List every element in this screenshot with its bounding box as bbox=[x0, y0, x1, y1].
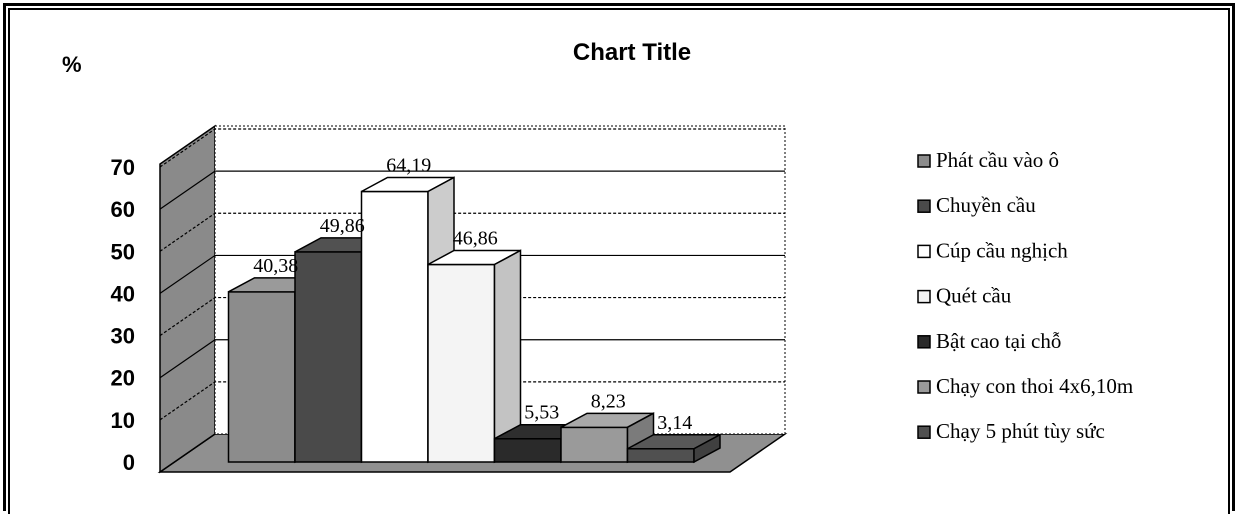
y-axis-ticks: 0 10 20 30 40 50 60 70 bbox=[111, 155, 135, 475]
legend-swatch bbox=[917, 289, 931, 304]
legend-label: Quét cầu bbox=[936, 284, 1012, 308]
legend-item: Quét cầu bbox=[917, 284, 1012, 308]
y-tick-label: 50 bbox=[111, 239, 135, 264]
data-label-4: 46,86 bbox=[453, 228, 498, 250]
y-tick-label: 70 bbox=[111, 155, 135, 180]
bars bbox=[227, 176, 721, 464]
legend-swatch bbox=[917, 154, 931, 168]
gridline bbox=[159, 254, 785, 294]
y-axis-label: % bbox=[62, 52, 82, 77]
legend-item: Chạy con thoi 4x6,10m bbox=[917, 374, 1133, 398]
chart-side-wall bbox=[159, 124, 216, 474]
bar-side bbox=[693, 433, 721, 464]
legend-item: Phát cầu vào ô bbox=[917, 148, 1059, 172]
legend-swatch bbox=[917, 199, 931, 213]
gridline bbox=[159, 296, 785, 337]
bar-front bbox=[626, 448, 695, 463]
inner-frame bbox=[8, 8, 1230, 514]
data-label-7: 3,14 bbox=[657, 412, 692, 434]
legend-item: Bật cao tại chỗ bbox=[917, 329, 1061, 353]
legend-item: Cúp cầu nghịch bbox=[917, 238, 1068, 262]
data-label-3: 64,19 bbox=[386, 154, 431, 176]
y-tick-label: 0 bbox=[123, 450, 135, 475]
data-label-5: 5,53 bbox=[524, 402, 559, 424]
gridline bbox=[159, 212, 785, 252]
legend-label: Cúp cầu nghịch bbox=[936, 238, 1068, 262]
bar-front bbox=[427, 263, 496, 463]
data-label-1: 40,38 bbox=[253, 255, 298, 277]
bar-front bbox=[493, 437, 562, 463]
legend-label: Chuyền cầu bbox=[936, 193, 1036, 217]
data-label-6: 8,23 bbox=[591, 390, 626, 412]
bar-front bbox=[227, 291, 296, 463]
legend-label: Bật cao tại chỗ bbox=[936, 329, 1061, 353]
legend-swatch bbox=[917, 244, 931, 259]
legend-label: Chạy con thoi 4x6,10m bbox=[936, 374, 1133, 398]
bar-front bbox=[560, 426, 629, 463]
bar-front bbox=[360, 190, 429, 463]
legend-item: Chạy 5 phút tùy sức bbox=[917, 419, 1105, 443]
legend-label: Phát cầu vào ô bbox=[936, 148, 1059, 172]
y-tick-label: 20 bbox=[111, 366, 135, 391]
legend-swatch bbox=[917, 425, 931, 439]
bar-front bbox=[294, 251, 363, 463]
bar-7 bbox=[626, 433, 721, 464]
legend: Phát cầu vào ô Chuyền cầu Cúp cầu nghịch Qu… bbox=[917, 148, 1133, 443]
outer-frame bbox=[3, 3, 1235, 511]
gridlines bbox=[159, 128, 785, 421]
gridline bbox=[159, 381, 785, 421]
y-tick-label: 30 bbox=[111, 324, 135, 349]
y-tick-label: 10 bbox=[111, 408, 135, 433]
gridline bbox=[159, 170, 785, 210]
data-labels: 40,38 49,86 64,19 46,86 5,53 8,23 3,14 bbox=[253, 154, 692, 433]
legend-swatch bbox=[917, 380, 931, 394]
y-tick-label: 40 bbox=[111, 281, 135, 306]
gridline bbox=[159, 128, 785, 168]
chart-title: Chart Title bbox=[573, 39, 691, 66]
legend-label: Chạy 5 phút tùy sức bbox=[936, 419, 1105, 443]
bar-4 bbox=[427, 249, 522, 464]
gridline bbox=[159, 339, 785, 379]
y-tick-label: 60 bbox=[111, 197, 135, 222]
legend-swatch bbox=[917, 335, 931, 349]
legend-item: Chuyền cầu bbox=[917, 193, 1036, 217]
data-label-2: 49,86 bbox=[320, 215, 365, 237]
